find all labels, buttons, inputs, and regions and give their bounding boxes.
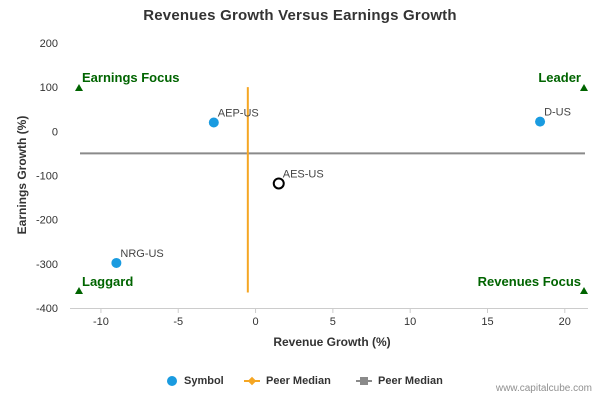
legend: Symbol Peer Median Peer Median — [0, 373, 600, 391]
data-point-nrg-us — [111, 257, 122, 268]
x-tick-label: 10 — [404, 316, 416, 328]
legend-peer-median-x-marker — [244, 376, 260, 386]
x-tick-label: 15 — [481, 316, 493, 328]
data-point-aep-us — [208, 117, 219, 128]
x-tick-label: 5 — [330, 316, 336, 328]
quadrant-marker-revenues-focus — [580, 287, 588, 294]
axes: -10 -5 0 5 10 15 20 200 100 0 -100 -200 -300 -400 — [36, 38, 588, 328]
legend-label-peer-median-x: Peer Median — [266, 375, 331, 387]
watermark: www.capitalcube.com — [495, 383, 592, 394]
legend-item-peer-median-x[interactable]: Peer Median — [244, 373, 331, 389]
legend-peer-median-y-marker — [356, 377, 372, 385]
peer-median-lines — [80, 87, 585, 293]
quadrant-marker-earnings-focus — [75, 84, 83, 91]
quadrant-label-earnings-focus: Earnings Focus — [82, 70, 180, 85]
data-point-aes-us — [272, 177, 285, 190]
legend-label-peer-median-y: Peer Median — [378, 375, 443, 387]
y-tick-label: -400 — [36, 303, 58, 315]
x-axis-label: Revenue Growth (%) — [273, 335, 390, 349]
data-point-d-us — [535, 116, 546, 127]
legend-symbol-marker — [167, 376, 177, 386]
data-label-nrg-us: NRG-US — [120, 248, 163, 260]
y-tick-label: -100 — [36, 171, 58, 183]
y-tick-label: -200 — [36, 215, 58, 227]
data-label-aes-us: AES-US — [283, 168, 324, 180]
quadrant-label-leader: Leader — [538, 70, 581, 85]
quadrant-label-laggard: Laggard — [82, 274, 133, 289]
x-tick-label: 0 — [252, 316, 258, 328]
data-label-d-us: D-US — [544, 107, 571, 119]
y-tick-label: 200 — [40, 38, 58, 50]
y-axis-label: Earnings Growth (%) — [15, 116, 29, 235]
chart-title: Revenues Growth Versus Earnings Growth — [143, 7, 457, 24]
quadrant-marker-laggard — [75, 287, 83, 294]
quadrant-marker-leader — [580, 84, 588, 91]
data-points: AEP-US D-US AES-US NRG-US — [111, 107, 571, 268]
quadrant-labels: Earnings Focus Leader Laggard Revenues Focu… — [75, 70, 588, 294]
x-tick-label: -5 — [173, 316, 183, 328]
y-tick-label: 100 — [40, 82, 58, 94]
x-tick-label: -10 — [93, 316, 109, 328]
x-tick-label: 20 — [559, 316, 571, 328]
y-tick-label: -300 — [36, 259, 58, 271]
quadrant-label-revenues-focus: Revenues Focus — [478, 274, 581, 289]
y-tick-label: 0 — [52, 126, 58, 138]
legend-item-peer-median-y[interactable]: Peer Median — [356, 373, 443, 389]
data-label-aep-us: AEP-US — [218, 108, 259, 120]
legend-item-symbol[interactable]: Symbol — [166, 373, 224, 389]
legend-label-symbol: Symbol — [184, 375, 224, 387]
